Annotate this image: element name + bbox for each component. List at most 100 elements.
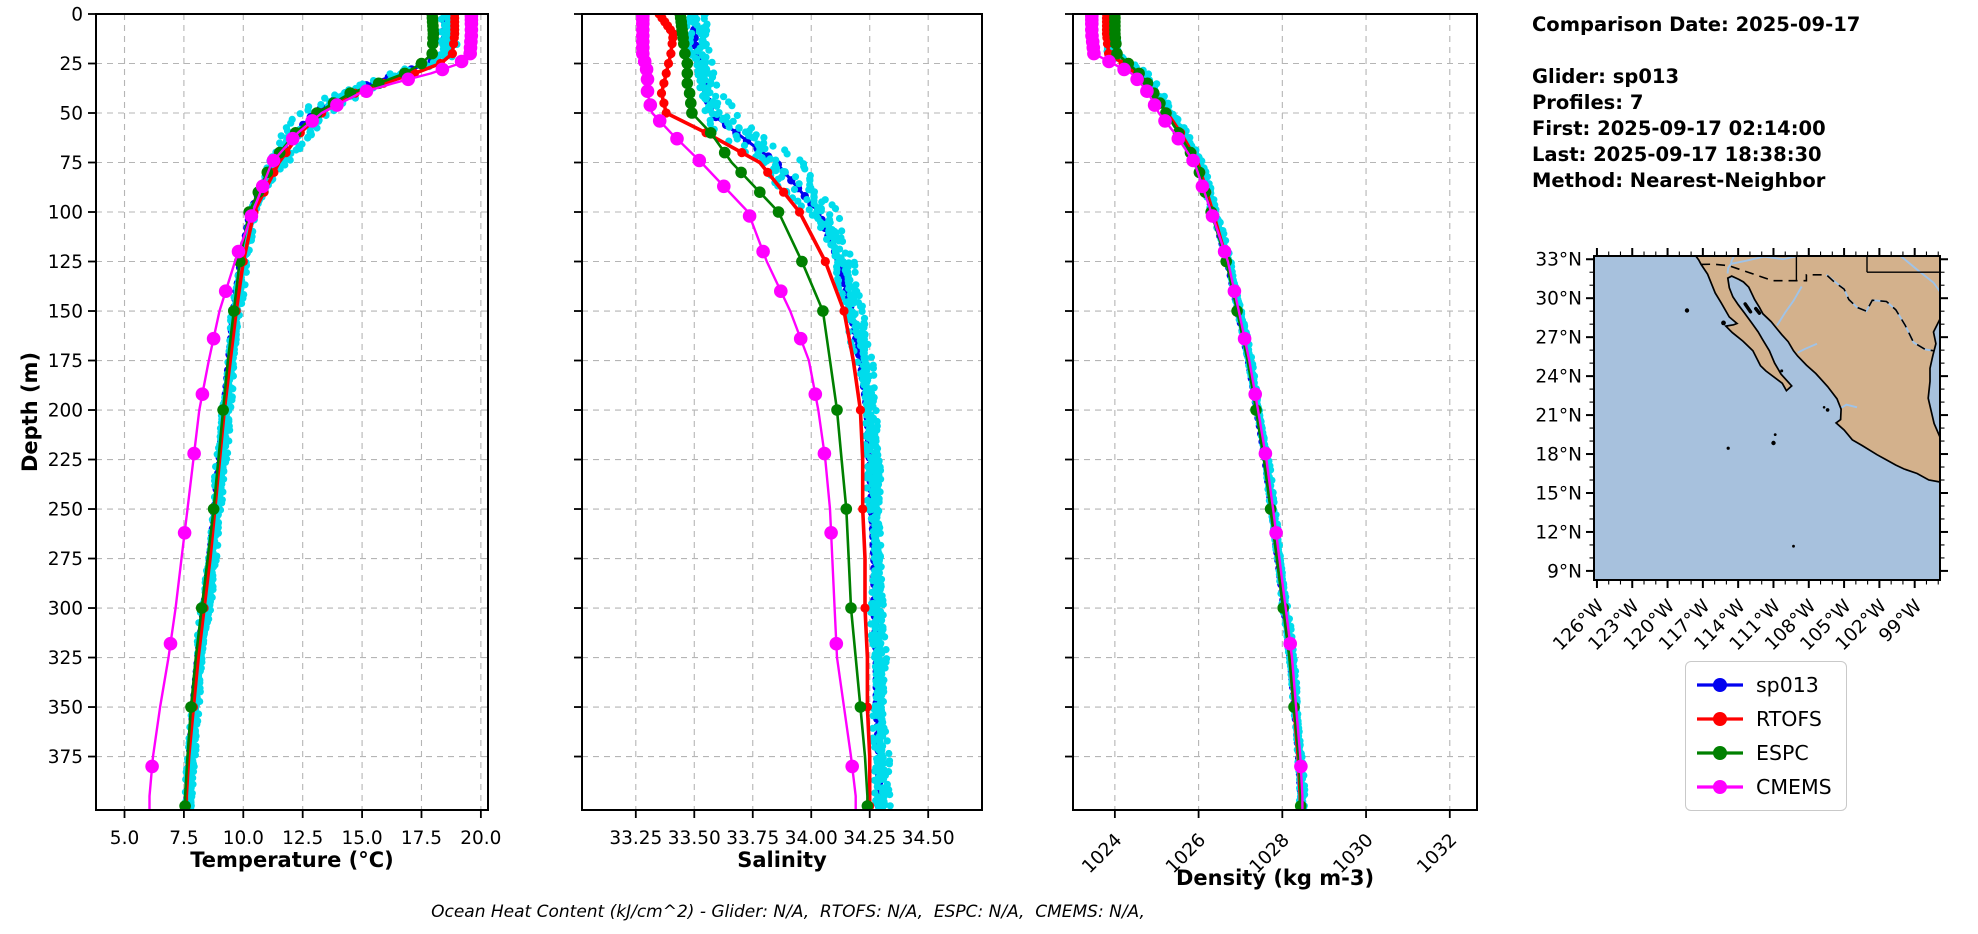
svg-text:5.0: 5.0 (110, 828, 139, 849)
svg-text:100: 100 (48, 203, 83, 224)
legend-label: RTOFS (1756, 707, 1822, 731)
info-line: Last: 2025-09-17 18:38:30 (1532, 143, 1822, 166)
series-line-CMEMS (1090, 14, 1304, 810)
legend-marker-icon (1697, 678, 1743, 692)
map-frame (1593, 255, 1941, 581)
svg-text:50: 50 (59, 104, 83, 125)
svg-text:150: 150 (48, 302, 83, 323)
svg-text:225: 225 (48, 450, 83, 471)
svg-text:33°N: 33°N (1535, 250, 1582, 271)
svg-text:10.0: 10.0 (223, 828, 264, 849)
legend-label: sp013 (1756, 673, 1819, 697)
density-spines (1072, 13, 1478, 811)
svg-text:17.5: 17.5 (401, 828, 442, 849)
svg-text:33.25: 33.25 (609, 828, 662, 849)
info-line: Comparison Date: 2025-09-17 (1532, 13, 1861, 36)
series-markers-RTOFS (654, 13, 875, 811)
map-gulf-island (1743, 302, 1753, 314)
temperature-profile-panel: 5.0 7.5 10.0 12.5 15.0 17.5 20.0 0 25 50 75 100 125 1… (48, 5, 502, 850)
depth-axis-label: Depth (m) (18, 351, 42, 473)
legend-item-rtofs: RTOFS (1695, 702, 1832, 736)
map-island (1780, 369, 1784, 373)
svg-text:34.00: 34.00 (785, 828, 838, 849)
svg-text:300: 300 (48, 599, 83, 620)
map-island (1771, 440, 1776, 446)
map-island (1822, 406, 1826, 409)
svg-text:175: 175 (48, 351, 83, 372)
temperature-spines (95, 13, 489, 811)
salinity-axis-label: Salinity (737, 848, 827, 872)
legend-item-sp013: sp013 (1695, 668, 1832, 702)
map-coastline (1695, 256, 1940, 483)
svg-text:75: 75 (59, 153, 83, 174)
salinity-profile-panel: 33.25 33.50 33.75 34.00 34.25 34.50 (574, 13, 983, 849)
map-river (1899, 256, 1940, 293)
map-island (1721, 320, 1726, 326)
map-gulf-island (1754, 306, 1762, 315)
legend-label: CMEMS (1756, 775, 1832, 799)
map-river (1776, 286, 1803, 327)
temperature-axis-label: Temperature (°C) (190, 848, 394, 872)
ocean-heat-content-annotation: Ocean Heat Content (kJ/cm^2) - Glider: N… (431, 902, 1145, 922)
map-land (1695, 256, 1940, 482)
info-line: Glider: sp013 (1532, 65, 1680, 88)
svg-text:1024: 1024 (1078, 830, 1126, 878)
svg-text:15°N: 15°N (1535, 483, 1582, 504)
svg-text:275: 275 (48, 549, 83, 570)
series-line-RTOFS (1104, 14, 1303, 810)
info-line: First: 2025-09-17 02:14:00 (1532, 117, 1826, 140)
svg-text:9°N: 9°N (1547, 561, 1582, 582)
svg-text:350: 350 (48, 698, 83, 719)
map-island (1825, 408, 1830, 412)
svg-text:34.25: 34.25 (843, 828, 896, 849)
svg-text:24°N: 24°N (1535, 367, 1582, 388)
svg-text:25: 25 (59, 54, 83, 75)
map-island (1684, 308, 1690, 313)
svg-text:15.0: 15.0 (341, 828, 382, 849)
svg-text:7.5: 7.5 (169, 828, 198, 849)
svg-text:325: 325 (48, 648, 83, 669)
legend-label: ESPC (1756, 741, 1809, 765)
svg-text:125: 125 (48, 252, 83, 273)
map-island (1773, 433, 1777, 436)
svg-text:21°N: 21°N (1535, 406, 1582, 427)
series-line-sp013 (1109, 14, 1303, 810)
series-markers-CMEMS (1085, 13, 1308, 774)
legend-item-cmems: CMEMS (1695, 770, 1832, 804)
legend-item-espc: ESPC (1695, 736, 1832, 770)
legend-marker-icon (1697, 746, 1743, 760)
density-profile-panel: 1024 1026 1028 1030 1032 (1065, 13, 1478, 878)
svg-text:27°N: 27°N (1535, 328, 1582, 349)
map-coastline (1927, 318, 1940, 438)
svg-text:34.50: 34.50 (902, 828, 955, 849)
density-grid (1073, 13, 1477, 810)
svg-text:250: 250 (48, 500, 83, 521)
map-island (1726, 446, 1730, 450)
map-island (1792, 544, 1795, 548)
density-axis-label: Density (kg m-3) (1175, 866, 1375, 890)
legend-marker-icon (1697, 712, 1743, 726)
svg-text:200: 200 (48, 401, 83, 422)
salinity-grid (582, 13, 982, 810)
svg-text:30°N: 30°N (1535, 289, 1582, 310)
series-markers-ESPC (179, 13, 440, 811)
series-line-ESPC (1113, 14, 1302, 810)
svg-text:12°N: 12°N (1535, 522, 1582, 543)
legend-marker-icon (1697, 780, 1743, 794)
map-international-border (1701, 263, 1935, 352)
legend: sp013 RTOFS ESPC CMEMS (1685, 661, 1847, 811)
svg-text:375: 375 (48, 747, 83, 768)
info-line: Method: Nearest-Neighbor (1532, 169, 1826, 192)
series-markers-CMEMS (636, 13, 859, 774)
map-river (1797, 342, 1818, 354)
series-markers-CMEMS (145, 13, 479, 774)
svg-text:33.75: 33.75 (726, 828, 779, 849)
svg-text:0: 0 (71, 5, 83, 26)
info-spacer (1532, 38, 1860, 64)
svg-text:20.0: 20.0 (460, 828, 501, 849)
svg-text:12.5: 12.5 (282, 828, 323, 849)
location-map: 126°W123°W120°W117°W114°W111°W108°W105°W… (1535, 248, 1948, 655)
map-river (1840, 403, 1858, 409)
